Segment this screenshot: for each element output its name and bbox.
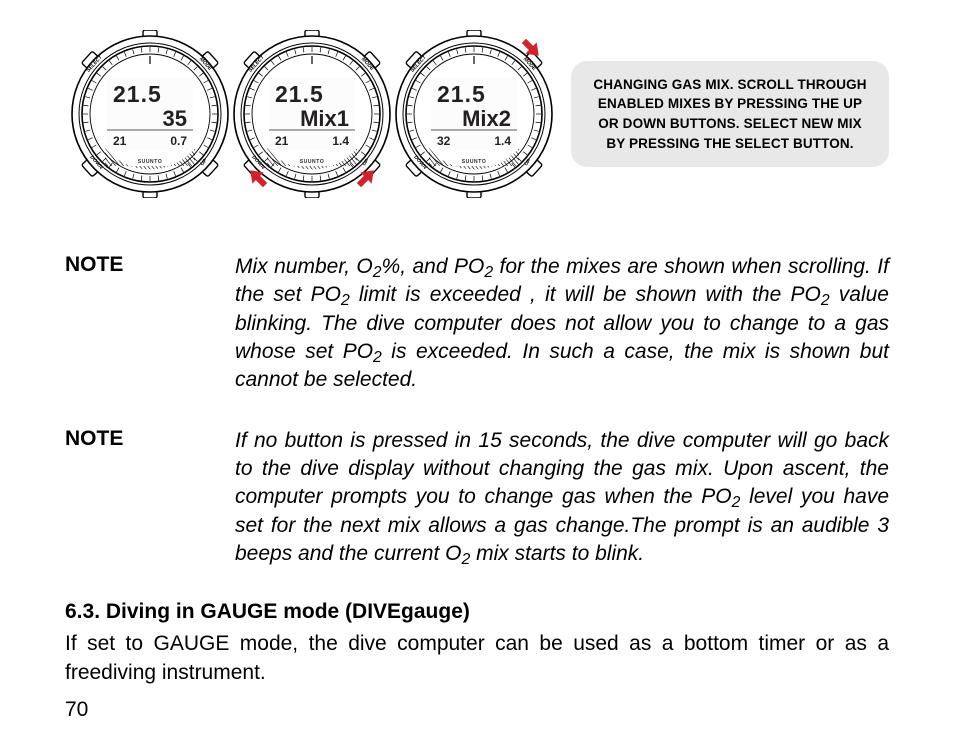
note-label: NOTE	[65, 253, 235, 395]
watch-face-2: SELECT MODE DOWN UP 21.5 Mix1 21 1.4 SUU…	[227, 30, 397, 198]
section-body: If set to GAUGE mode, the dive computer …	[65, 630, 889, 687]
watch-face-3: SELECT MODE DOWN UP 21.5 Mix2 32 1.4 SUU…	[389, 30, 559, 198]
note-body: If no button is pressed in 15 seconds, t…	[235, 427, 889, 569]
svg-text:32: 32	[437, 134, 451, 148]
svg-text:21.5: 21.5	[113, 81, 162, 107]
page-number: 70	[65, 698, 88, 722]
note-1: NOTE Mix number, O2%, and PO2 for the mi…	[65, 253, 889, 395]
svg-text:21: 21	[275, 134, 289, 148]
svg-text:21: 21	[113, 134, 127, 148]
note-2: NOTE If no button is pressed in 15 secon…	[65, 427, 889, 569]
svg-text:21.5: 21.5	[275, 81, 324, 107]
svg-text:Mix2: Mix2	[462, 106, 511, 131]
svg-text:1.4: 1.4	[332, 134, 349, 148]
svg-text:1.4: 1.4	[494, 134, 511, 148]
svg-text:SUUNTO: SUUNTO	[138, 159, 163, 165]
svg-text:0.7: 0.7	[170, 134, 187, 148]
arrow-icon	[352, 164, 380, 192]
svg-text:35: 35	[163, 106, 187, 131]
note-label: NOTE	[65, 427, 235, 569]
watch-face-1: SELECT MODE DOWN UP 21.5 35 21 0.7 SUUNT…	[65, 30, 235, 198]
note-body: Mix number, O2%, and PO2 for the mixes a…	[235, 253, 889, 395]
arrow-icon	[244, 164, 272, 192]
callout-bubble: CHANGING GAS MIX. SCROLL THROUGH ENABLED…	[571, 61, 889, 167]
figure-row: SELECT MODE DOWN UP 21.5 35 21 0.7 SUUNT…	[65, 30, 889, 198]
arrow-icon	[517, 34, 545, 62]
svg-text:SUUNTO: SUUNTO	[462, 159, 487, 165]
watch-group: SELECT MODE DOWN UP 21.5 35 21 0.7 SUUNT…	[65, 30, 551, 198]
svg-text:SUUNTO: SUUNTO	[300, 159, 325, 165]
manual-page: SELECT MODE DOWN UP 21.5 35 21 0.7 SUUNT…	[0, 0, 954, 756]
svg-text:21.5: 21.5	[437, 81, 486, 107]
section-heading: 6.3. Diving in GAUGE mode (DIVEgauge)	[65, 600, 889, 624]
svg-text:Mix1: Mix1	[300, 106, 349, 131]
